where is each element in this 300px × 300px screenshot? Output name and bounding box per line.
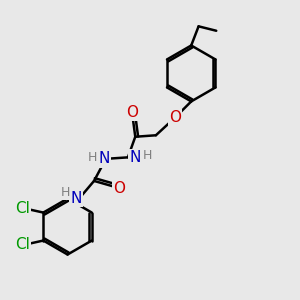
Text: N: N: [130, 150, 141, 165]
Text: H: H: [142, 149, 152, 162]
Text: H: H: [61, 186, 70, 199]
Text: H: H: [88, 151, 97, 164]
Text: O: O: [113, 181, 125, 196]
Text: N: N: [71, 191, 82, 206]
Text: O: O: [169, 110, 181, 125]
Text: N: N: [99, 151, 110, 166]
Text: O: O: [126, 105, 138, 120]
Text: Cl: Cl: [15, 201, 30, 216]
Text: Cl: Cl: [15, 238, 30, 253]
